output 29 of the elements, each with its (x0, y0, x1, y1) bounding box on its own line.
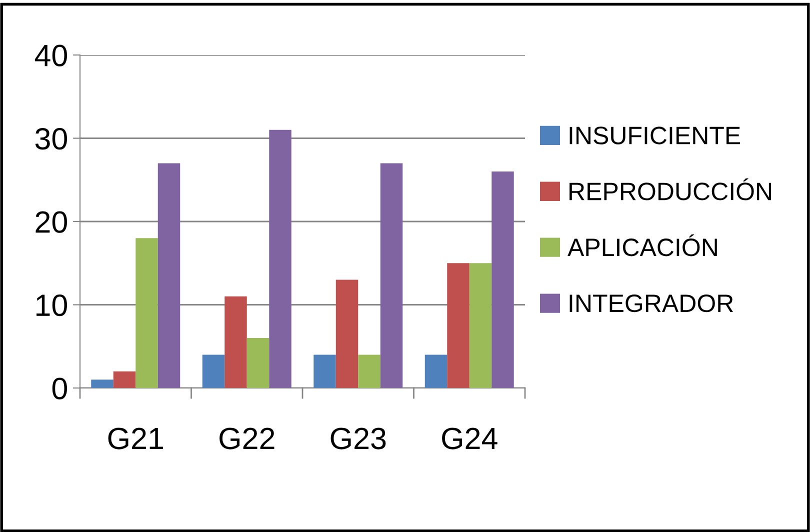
bar (136, 238, 158, 388)
x-tick-label: G24 (442, 428, 498, 450)
bar (380, 163, 403, 388)
y-tick-label: 10 (36, 294, 68, 316)
bar (336, 280, 358, 388)
bar (469, 263, 492, 388)
legend-label: REPRODUCCIÓN (570, 178, 772, 200)
bar (424, 354, 448, 388)
legend-label: INTEGRADOR (570, 294, 734, 312)
bar (447, 263, 470, 388)
bar (158, 163, 180, 388)
bar (314, 354, 336, 388)
x-tick-label: G22 (220, 428, 274, 450)
bar (224, 296, 247, 388)
legend-label: INSUFICIENTE (570, 126, 740, 144)
bar (202, 354, 225, 388)
bar (492, 172, 514, 388)
bar (246, 338, 270, 388)
bar (358, 354, 380, 388)
y-tick-label: 30 (35, 128, 68, 150)
legend-label: APLICACIÓN (568, 234, 717, 256)
x-tick-label: G23 (330, 428, 386, 450)
x-tick-label: G21 (108, 428, 164, 450)
bar (91, 380, 114, 388)
y-tick-label: 40 (34, 44, 68, 66)
y-tick-label: 20 (36, 211, 68, 233)
bar (269, 130, 292, 388)
bar (113, 371, 136, 388)
y-tick-label: 0 (52, 378, 67, 400)
